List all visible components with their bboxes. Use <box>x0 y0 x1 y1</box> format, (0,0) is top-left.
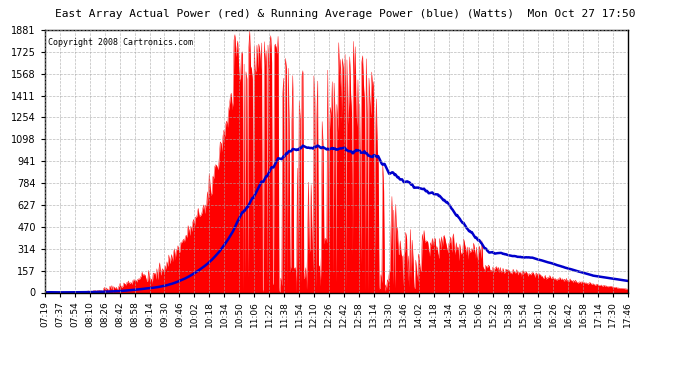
Text: Copyright 2008 Cartronics.com: Copyright 2008 Cartronics.com <box>48 38 193 47</box>
Text: East Array Actual Power (red) & Running Average Power (blue) (Watts)  Mon Oct 27: East Array Actual Power (red) & Running … <box>55 9 635 20</box>
